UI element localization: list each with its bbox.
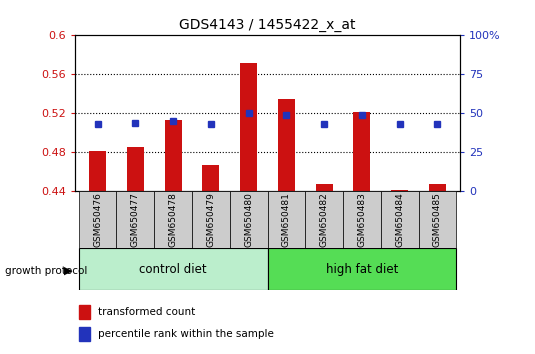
Bar: [79, 327, 90, 341]
Bar: [429, 184, 446, 191]
Bar: [354, 112, 370, 191]
Text: GSM650481: GSM650481: [282, 192, 291, 247]
Text: GSM650477: GSM650477: [131, 192, 140, 247]
Bar: [268, 248, 456, 290]
Bar: [192, 191, 230, 248]
Text: transformed count: transformed count: [98, 307, 195, 317]
Bar: [268, 191, 305, 248]
Text: ▶: ▶: [64, 266, 73, 276]
Bar: [316, 184, 333, 191]
Bar: [381, 191, 418, 248]
Text: GSM650479: GSM650479: [207, 192, 216, 247]
Bar: [230, 191, 268, 248]
Text: high fat diet: high fat diet: [326, 263, 398, 275]
Text: GSM650485: GSM650485: [433, 192, 442, 247]
Bar: [391, 190, 408, 191]
Bar: [79, 305, 90, 319]
Bar: [305, 191, 343, 248]
Text: GSM650480: GSM650480: [244, 192, 253, 247]
Bar: [127, 147, 144, 191]
Bar: [117, 191, 154, 248]
Text: GSM650476: GSM650476: [93, 192, 102, 247]
Bar: [79, 248, 268, 290]
Bar: [79, 191, 117, 248]
Bar: [278, 99, 295, 191]
Text: GSM650482: GSM650482: [319, 192, 328, 247]
Text: control diet: control diet: [139, 263, 207, 275]
Text: percentile rank within the sample: percentile rank within the sample: [98, 329, 274, 339]
Bar: [154, 191, 192, 248]
Text: growth protocol: growth protocol: [5, 266, 88, 276]
Text: GSM650484: GSM650484: [395, 192, 404, 247]
Bar: [89, 151, 106, 191]
Bar: [240, 63, 257, 191]
Title: GDS4143 / 1455422_x_at: GDS4143 / 1455422_x_at: [179, 18, 356, 32]
Text: GSM650483: GSM650483: [357, 192, 366, 247]
Bar: [202, 165, 219, 191]
Bar: [418, 191, 456, 248]
Bar: [343, 191, 381, 248]
Text: GSM650478: GSM650478: [169, 192, 178, 247]
Bar: [165, 120, 181, 191]
